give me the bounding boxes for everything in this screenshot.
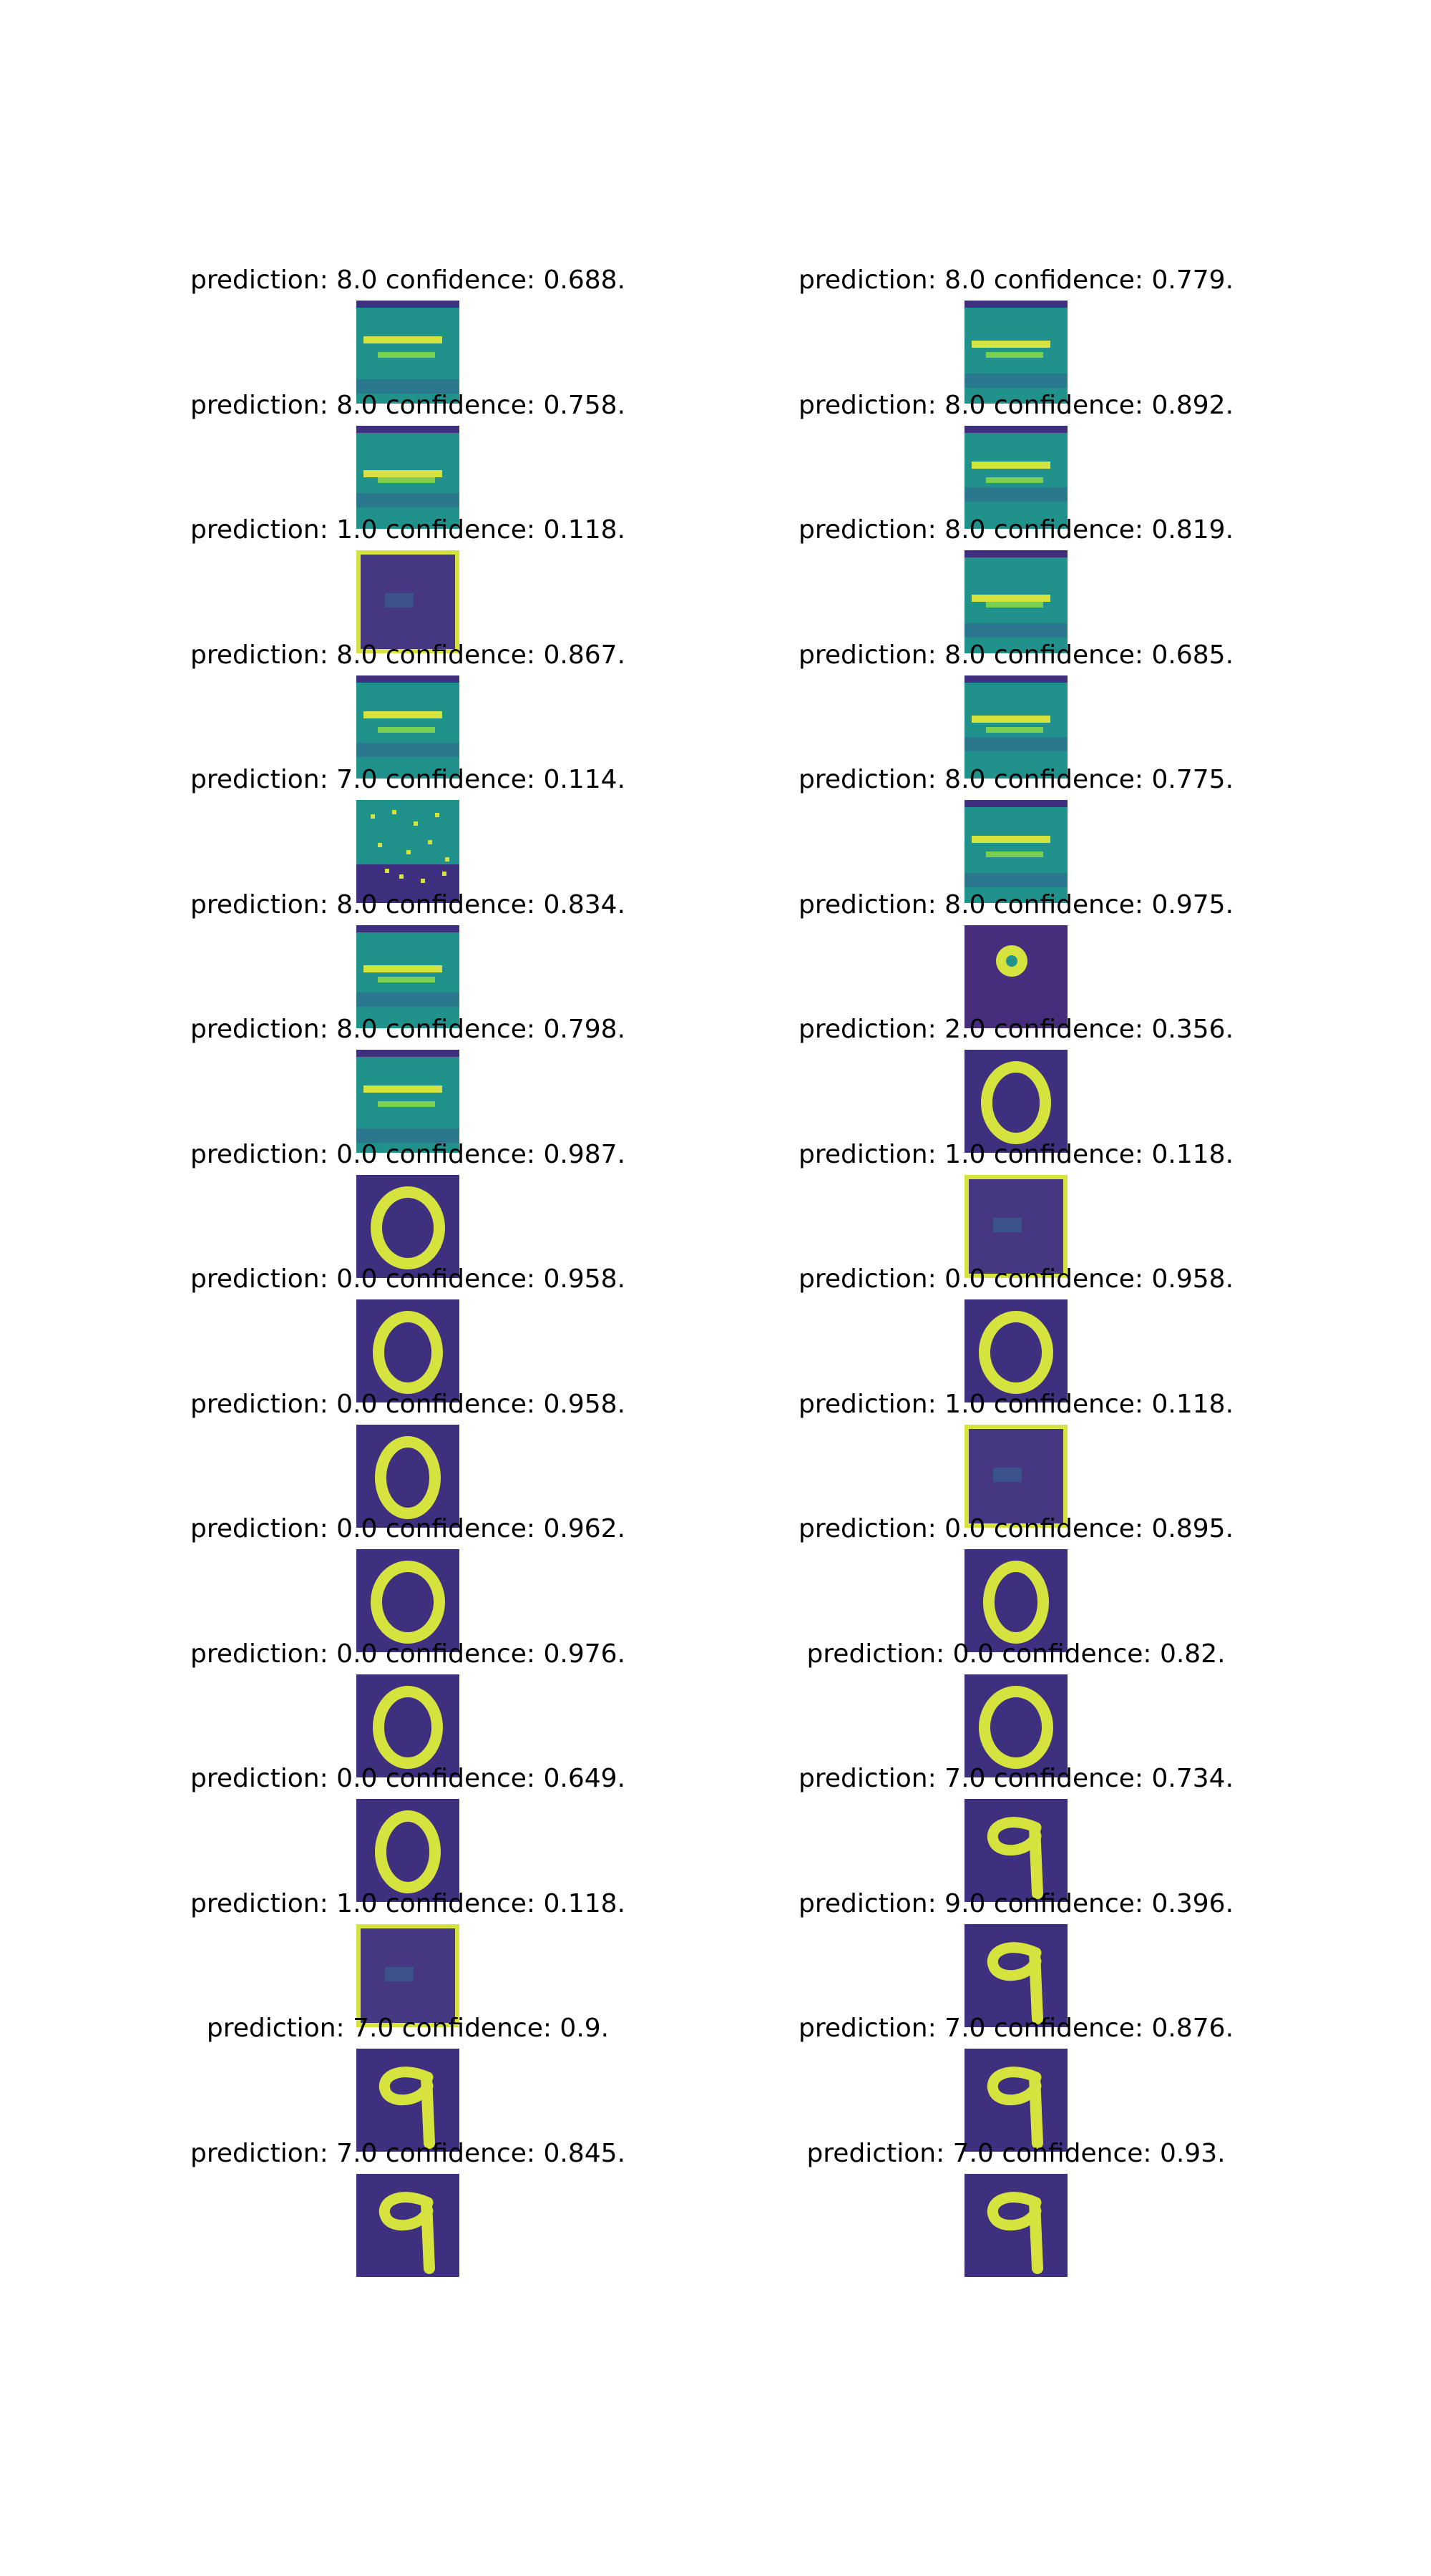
- panel-image: [356, 2049, 459, 2152]
- panel-title: prediction: 0.0 confidence: 0.958.: [798, 1264, 1234, 1294]
- panel-title: prediction: 8.0 confidence: 0.892.: [798, 391, 1234, 420]
- panel-title: prediction: 7.0 confidence: 0.734.: [798, 1764, 1234, 1793]
- panel: prediction: 8.0 confidence: 0.758.: [107, 390, 708, 529]
- panel-title: prediction: 0.0 confidence: 0.958.: [190, 1390, 626, 1419]
- panel: prediction: 8.0 confidence: 0.975.: [716, 889, 1317, 1028]
- panel-image: [964, 1175, 1068, 1278]
- panel-image: [964, 2049, 1068, 2152]
- panel: prediction: 0.0 confidence: 0.987.: [107, 1139, 708, 1278]
- panel-title: prediction: 1.0 confidence: 0.118.: [190, 515, 626, 545]
- panel-title: prediction: 8.0 confidence: 0.758.: [190, 391, 626, 420]
- panel: prediction: 1.0 confidence: 0.118.: [716, 1139, 1317, 1278]
- panel-title: prediction: 8.0 confidence: 0.867.: [190, 640, 626, 670]
- panel-image: [964, 925, 1068, 1028]
- panel-title: prediction: 8.0 confidence: 0.819.: [798, 515, 1234, 545]
- panel-title: prediction: 8.0 confidence: 0.779.: [798, 265, 1234, 295]
- panel-title: prediction: 7.0 confidence: 0.114.: [190, 765, 626, 794]
- panel: prediction: 8.0 confidence: 0.779.: [716, 265, 1317, 404]
- panel-image: [356, 426, 459, 529]
- panel-title: prediction: 7.0 confidence: 0.845.: [190, 2139, 626, 2168]
- panel-image: [964, 1549, 1068, 1652]
- panel: prediction: 0.0 confidence: 0.958.: [107, 1264, 708, 1402]
- panel: prediction: 1.0 confidence: 0.118.: [716, 1389, 1317, 1528]
- panel-image: [964, 1050, 1068, 1153]
- panel-image: [356, 1425, 459, 1528]
- panel-title: prediction: 0.0 confidence: 0.962.: [190, 1514, 626, 1543]
- panel-title: prediction: 0.0 confidence: 0.82.: [806, 1639, 1226, 1669]
- panel-title: prediction: 7.0 confidence: 0.93.: [806, 2139, 1226, 2168]
- panel: prediction: 8.0 confidence: 0.775.: [716, 764, 1317, 903]
- panel: prediction: 2.0 confidence: 0.356.: [716, 1014, 1317, 1153]
- panel: prediction: 0.0 confidence: 0.962.: [107, 1513, 708, 1652]
- panel-image: [964, 1425, 1068, 1528]
- panel-title: prediction: 8.0 confidence: 0.685.: [798, 640, 1234, 670]
- panel-image: [356, 1799, 459, 1902]
- panel: prediction: 8.0 confidence: 0.688.: [107, 265, 708, 404]
- panel: prediction: 7.0 confidence: 0.734.: [716, 1763, 1317, 1902]
- panel-image: [964, 301, 1068, 404]
- panel-image: [356, 301, 459, 404]
- panel-title: prediction: 8.0 confidence: 0.975.: [798, 890, 1234, 919]
- panel: prediction: 9.0 confidence: 0.396.: [716, 1888, 1317, 2027]
- panel-image: [964, 1674, 1068, 1777]
- panel-title: prediction: 0.0 confidence: 0.987.: [190, 1140, 626, 1169]
- panel-image: [356, 1175, 459, 1278]
- panel: prediction: 7.0 confidence: 0.876.: [716, 2013, 1317, 2152]
- panel-title: prediction: 8.0 confidence: 0.775.: [798, 765, 1234, 794]
- panel: prediction: 7.0 confidence: 0.114.: [107, 764, 708, 903]
- panel-image: [964, 1299, 1068, 1402]
- panel-image: [356, 1549, 459, 1652]
- panel-title: prediction: 7.0 confidence: 0.876.: [798, 2014, 1234, 2043]
- panel-title: prediction: 0.0 confidence: 0.895.: [798, 1514, 1234, 1543]
- panel: prediction: 8.0 confidence: 0.798.: [107, 1014, 708, 1153]
- panel-image: [356, 1299, 459, 1402]
- panel-title: prediction: 7.0 confidence: 0.9.: [206, 2014, 610, 2043]
- panel-title: prediction: 0.0 confidence: 0.649.: [190, 1764, 626, 1793]
- panel: prediction: 8.0 confidence: 0.834.: [107, 889, 708, 1028]
- panel-title: prediction: 0.0 confidence: 0.958.: [190, 1264, 626, 1294]
- panel: prediction: 8.0 confidence: 0.819.: [716, 514, 1317, 653]
- panel-image: [964, 1924, 1068, 2027]
- panel: prediction: 0.0 confidence: 0.649.: [107, 1763, 708, 1902]
- panel-image: [356, 550, 459, 653]
- panel-title: prediction: 2.0 confidence: 0.356.: [798, 1015, 1234, 1044]
- panel-image: [964, 550, 1068, 653]
- panel-image: [356, 1674, 459, 1777]
- panel-title: prediction: 8.0 confidence: 0.834.: [190, 890, 626, 919]
- panel-image: [964, 2174, 1068, 2277]
- panel: prediction: 7.0 confidence: 0.9.: [107, 2013, 708, 2152]
- panel-image: [356, 800, 459, 903]
- panel-title: prediction: 8.0 confidence: 0.798.: [190, 1015, 626, 1044]
- panel: prediction: 0.0 confidence: 0.82.: [716, 1639, 1317, 1777]
- panel-image: [356, 925, 459, 1028]
- panel-image: [356, 2174, 459, 2277]
- panel-image: [356, 1924, 459, 2027]
- panel-image: [964, 675, 1068, 779]
- panel: prediction: 0.0 confidence: 0.895.: [716, 1513, 1317, 1652]
- panel-image: [964, 1799, 1068, 1902]
- panel: prediction: 8.0 confidence: 0.867.: [107, 640, 708, 779]
- panel: prediction: 1.0 confidence: 0.118.: [107, 514, 708, 653]
- panel: prediction: 7.0 confidence: 0.93.: [716, 2138, 1317, 2277]
- panel-title: prediction: 9.0 confidence: 0.396.: [798, 1889, 1234, 1918]
- panel-title: prediction: 1.0 confidence: 0.118.: [798, 1140, 1234, 1169]
- panel: prediction: 0.0 confidence: 0.976.: [107, 1639, 708, 1777]
- panel-title: prediction: 0.0 confidence: 0.976.: [190, 1639, 626, 1669]
- panel: prediction: 1.0 confidence: 0.118.: [107, 1888, 708, 2027]
- panel: prediction: 7.0 confidence: 0.845.: [107, 2138, 708, 2277]
- panel: prediction: 8.0 confidence: 0.685.: [716, 640, 1317, 779]
- panel: prediction: 0.0 confidence: 0.958.: [107, 1389, 708, 1528]
- panel-title: prediction: 8.0 confidence: 0.688.: [190, 265, 626, 295]
- panel-image: [356, 1050, 459, 1153]
- panel-title: prediction: 1.0 confidence: 0.118.: [798, 1390, 1234, 1419]
- panel: prediction: 0.0 confidence: 0.958.: [716, 1264, 1317, 1402]
- panel-image: [964, 800, 1068, 903]
- panel-title: prediction: 1.0 confidence: 0.118.: [190, 1889, 626, 1918]
- panel-image: [356, 675, 459, 779]
- panel-image: [964, 426, 1068, 529]
- panel: prediction: 8.0 confidence: 0.892.: [716, 390, 1317, 529]
